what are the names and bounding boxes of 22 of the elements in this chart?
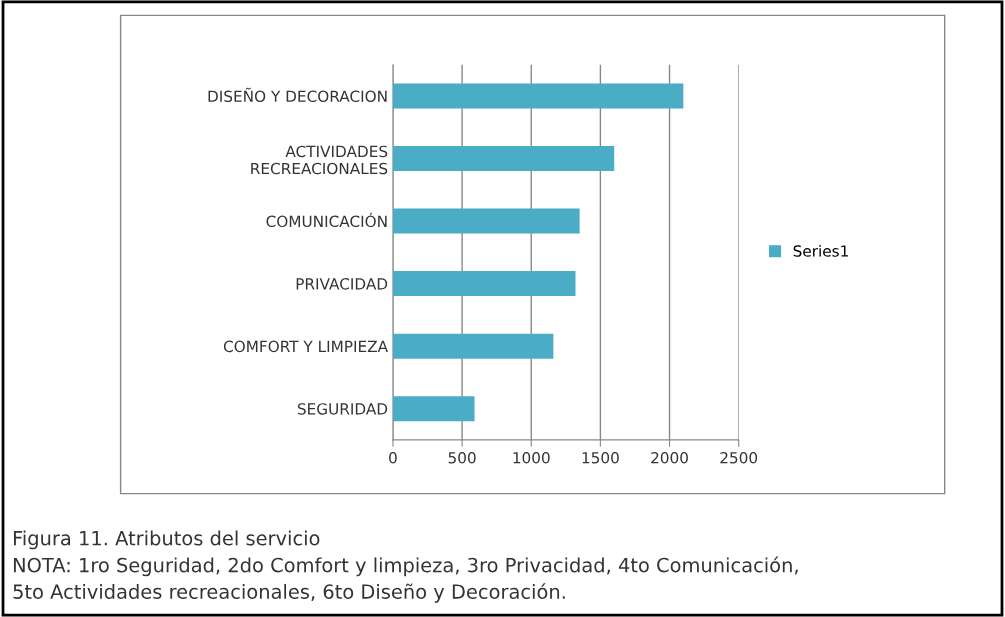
y-tick-label: PRIVACIDAD [296,278,388,290]
bar [392,271,576,297]
bar [392,83,684,109]
y-tick-label: ACTIVIDADES RECREACIONALES [251,145,388,175]
y-tick-label: SEGURIDAD [297,403,388,415]
x-tick-label: 2500 [720,452,758,464]
text: 5to Actividades recreacionales, 6to Diseño y Decoración. [13,583,565,603]
y-tick-label: COMFORT Y LIMPIEZA [223,340,388,353]
bar [392,146,615,172]
x-tick-label: 1000 [513,452,550,464]
legend-label: Series1 [793,244,848,257]
x-tick-label: 0 [389,452,397,464]
bar [392,333,554,359]
bar [392,208,580,234]
y-tick-label: DISEÑO Y DECORACION [208,87,387,103]
x-tick-label: 1500 [582,452,619,464]
bar [392,396,475,422]
y-tick-label: COMUNICACIÓN [266,212,387,228]
text: NOTA: 1ro Seguridad, 2do Comfort y limpieza, 3ro Privacidad, 4to Comunicación, [13,556,798,577]
x-tick-label: 500 [448,452,476,464]
text: Figura 11. Atributos del servicio [13,530,320,550]
x-tick-label: 2000 [651,452,688,464]
